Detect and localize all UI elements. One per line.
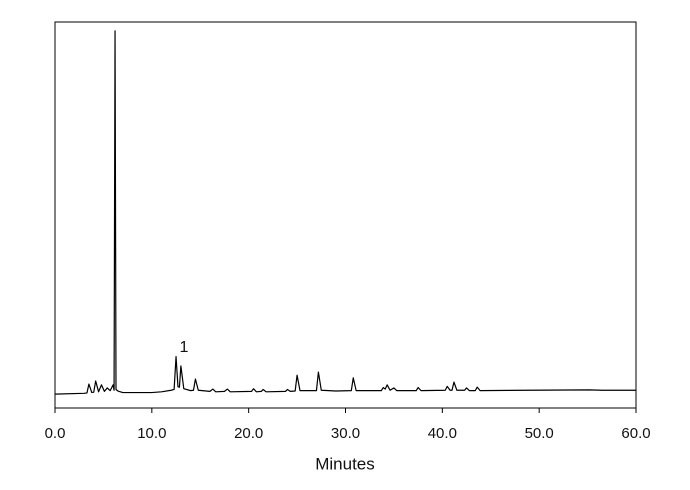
x-tick-label: 20.0 (234, 425, 263, 442)
peak-annotation: 1 (180, 339, 189, 356)
x-tick-label: 50.0 (525, 425, 554, 442)
x-tick-label: 60.0 (621, 425, 650, 442)
plot-frame (54, 21, 637, 409)
x-axis-label: Minutes (315, 454, 375, 473)
x-tick-label: 30.0 (331, 425, 360, 442)
x-tick-label: 40.0 (428, 425, 457, 442)
chromatogram-line (54, 30, 636, 395)
x-tick-label: 10.0 (137, 425, 166, 442)
x-tick-label: 0.0 (45, 425, 66, 442)
